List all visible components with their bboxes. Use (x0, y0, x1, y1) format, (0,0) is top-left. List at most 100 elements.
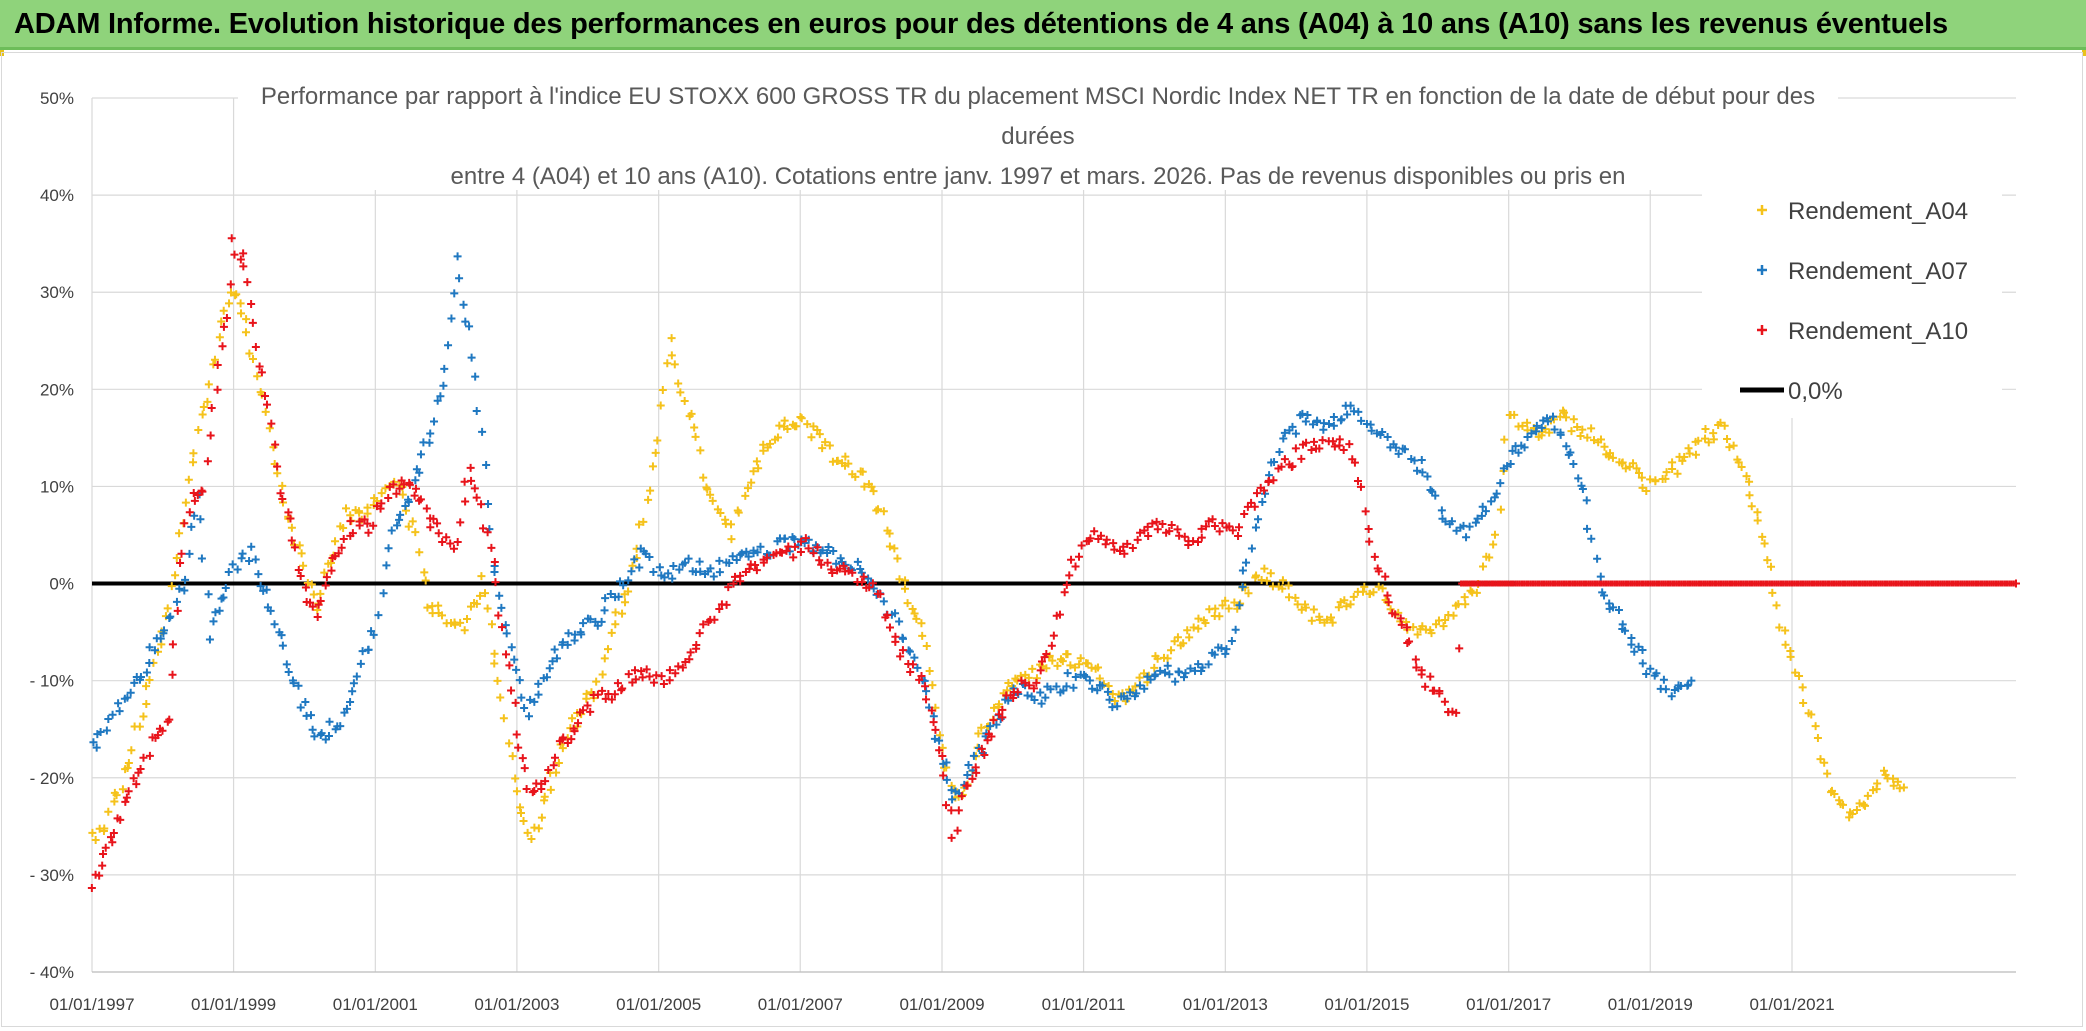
data-point (515, 676, 524, 685)
data-point (1161, 668, 1170, 677)
data-point (752, 457, 761, 466)
data-point (129, 774, 138, 783)
data-point (108, 710, 117, 719)
data-point (971, 763, 980, 772)
data-point (1852, 805, 1861, 814)
data-point (530, 787, 539, 796)
data-point (1745, 491, 1754, 500)
data-point (656, 401, 665, 410)
data-point (1465, 522, 1474, 531)
data-point (95, 871, 104, 880)
data-point (1461, 600, 1470, 609)
data-point (1873, 779, 1882, 788)
data-point (236, 255, 245, 264)
data-point (177, 549, 186, 558)
data-point (780, 416, 789, 425)
data-point (804, 544, 813, 553)
x-tick-label: 01/01/2019 (1608, 995, 1693, 1014)
data-point (145, 643, 154, 652)
data-point (552, 768, 561, 777)
data-point (461, 497, 470, 506)
data-point (859, 572, 868, 581)
data-point (790, 535, 799, 544)
data-point (1069, 683, 1078, 692)
data-point (1518, 421, 1527, 430)
data-point (265, 424, 274, 433)
data-point (213, 360, 222, 369)
data-point (706, 490, 715, 499)
data-point (624, 670, 633, 679)
data-point (1110, 697, 1119, 706)
data-point (230, 250, 239, 259)
data-point (1618, 620, 1627, 629)
data-point (790, 542, 799, 551)
data-point (1600, 591, 1609, 600)
data-point (1179, 639, 1188, 648)
data-point (1340, 596, 1349, 605)
data-point (416, 450, 425, 459)
data-point (145, 658, 154, 667)
data-point (1587, 424, 1596, 433)
data-point (1215, 527, 1224, 536)
data-point (610, 690, 619, 699)
data-point (928, 681, 937, 690)
data-point (190, 496, 199, 505)
data-point (910, 653, 919, 662)
legend-background (1702, 178, 2002, 418)
data-point (449, 544, 458, 553)
data-point (592, 677, 601, 686)
data-point (744, 552, 753, 561)
data-point (1757, 325, 1767, 335)
data-point (1439, 622, 1448, 631)
data-point (570, 727, 579, 736)
data-point (883, 611, 892, 620)
data-point (369, 521, 378, 530)
data-point (896, 652, 905, 661)
data-point (1448, 707, 1457, 716)
data-point (139, 712, 148, 721)
data-point (1490, 530, 1499, 539)
data-point (1032, 678, 1041, 687)
data-point (210, 355, 219, 364)
data-point (1569, 459, 1578, 468)
data-point (1165, 527, 1174, 536)
data-point (1037, 699, 1046, 708)
data-point (168, 640, 177, 649)
data-point (1562, 413, 1571, 422)
data-point (676, 388, 685, 397)
data-point (484, 500, 493, 509)
data-point (1543, 417, 1552, 426)
data-point (118, 785, 127, 794)
data-point (1252, 571, 1261, 580)
data-point (947, 806, 956, 815)
data-point (104, 807, 113, 816)
data-point (239, 249, 248, 258)
data-point (1593, 554, 1602, 563)
data-point (939, 771, 948, 780)
data-point (519, 817, 528, 826)
data-point (456, 518, 465, 527)
data-point (813, 543, 822, 552)
data-point (439, 381, 448, 390)
data-point (1197, 533, 1206, 542)
data-point (238, 549, 247, 558)
data-point (306, 711, 315, 720)
data-point (1455, 644, 1464, 653)
data-point (1180, 532, 1189, 541)
data-point (1211, 604, 1220, 613)
data-point (1839, 800, 1848, 809)
data-point (1684, 444, 1693, 453)
data-point (1119, 542, 1128, 551)
data-point (828, 569, 837, 578)
data-point (248, 354, 257, 363)
data-point (405, 480, 414, 489)
data-point (487, 543, 496, 552)
data-point (1315, 444, 1324, 453)
data-point (1094, 663, 1103, 672)
data-point (377, 499, 386, 508)
data-point (987, 732, 996, 741)
data-point (204, 590, 213, 599)
data-point (1136, 528, 1145, 537)
data-point (1086, 534, 1095, 543)
data-point (637, 667, 646, 676)
